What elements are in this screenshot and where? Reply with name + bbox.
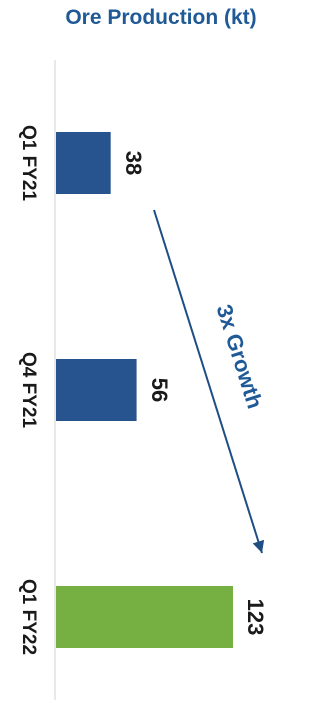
bar-q1-fy22 [56, 586, 233, 648]
value-label: 38 [121, 151, 146, 175]
growth-arrow [153, 209, 265, 554]
growth-annotation: 3x Growth [212, 301, 268, 411]
value-label: 123 [243, 599, 268, 636]
value-label: 56 [147, 378, 172, 402]
category-label: Q4 FY21 [18, 352, 39, 428]
category-label: Q1 FY22 [18, 579, 39, 655]
bar-q4-fy21 [56, 359, 137, 421]
chart-title: Ore Production (kt) [65, 6, 257, 29]
category-label: Q1 FY21 [18, 125, 39, 201]
bar-q1-fy21 [56, 132, 111, 194]
